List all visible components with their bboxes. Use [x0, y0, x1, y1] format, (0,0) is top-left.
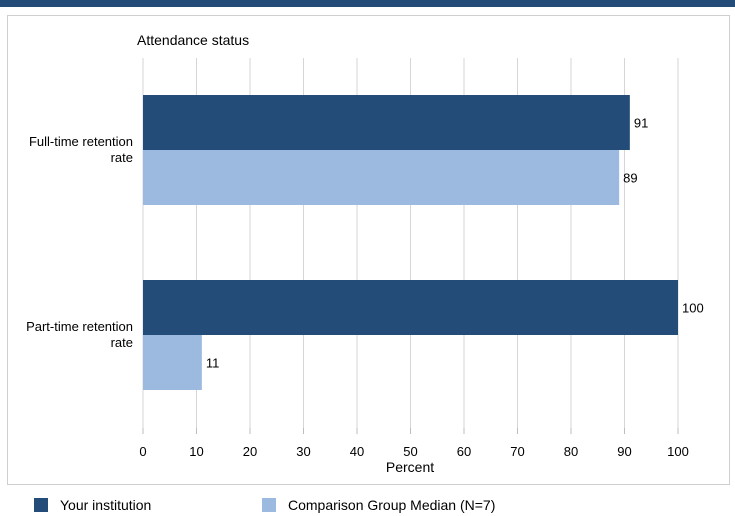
x-tick-label-30: 30: [296, 444, 310, 459]
category-label-part-time-retention-rate: Part-time retention rate: [26, 319, 133, 350]
x-tick-label-70: 70: [510, 444, 524, 459]
x-tick-label-90: 90: [617, 444, 631, 459]
data-label-full-time-retention-rate-comparison-group-median-n-7: 89: [623, 171, 637, 186]
bars: 91 89 100 11: [143, 95, 704, 390]
legend-swatch-your-institution: [34, 498, 48, 512]
legend: Your institution Comparison Group Median…: [0, 491, 735, 516]
x-axis-label: Percent: [386, 459, 434, 475]
x-tick-label-100: 100: [667, 444, 689, 459]
chart-panel: [7, 15, 730, 485]
x-tick-label-40: 40: [350, 444, 364, 459]
bar-part-time-retention-rate-your-institution: [143, 280, 678, 335]
x-tick-labels: 0 10 20 30 40 50 60 70 80 90 100: [139, 444, 688, 459]
header-bar: [0, 0, 735, 7]
chart-title: Attendance status: [137, 32, 249, 48]
legend-label-your-institution: Your institution: [60, 497, 152, 513]
category-label-full-time-retention-rate: Full-time retention rate: [29, 134, 133, 165]
legend-label-comparison-group: Comparison Group Median (N=7): [288, 497, 496, 513]
x-tick-label-20: 20: [243, 444, 257, 459]
data-label-part-time-retention-rate-comparison-group-median-n-7: 11: [206, 356, 220, 371]
legend-item-comparison-group: Comparison Group Median (N=7): [262, 497, 495, 513]
data-label-full-time-retention-rate-your-institution: 91: [634, 116, 648, 131]
x-tick-label-10: 10: [189, 444, 203, 459]
bar-part-time-retention-rate-comparison-group-median-n-7: [143, 335, 202, 390]
bar-full-time-retention-rate-your-institution: [143, 95, 630, 150]
x-tick-label-80: 80: [564, 444, 578, 459]
x-tick-label-0: 0: [139, 444, 146, 459]
category-labels: Full-time retention rate Part-time retenti…: [26, 134, 133, 350]
legend-item-your-institution: Your institution: [34, 497, 151, 513]
legend-swatch-comparison-group: [262, 498, 276, 512]
x-tick-label-50: 50: [403, 444, 417, 459]
bar-full-time-retention-rate-comparison-group-median-n-7: [143, 150, 620, 205]
x-tick-label-60: 60: [457, 444, 471, 459]
data-label-part-time-retention-rate-your-institution: 100: [682, 301, 704, 316]
